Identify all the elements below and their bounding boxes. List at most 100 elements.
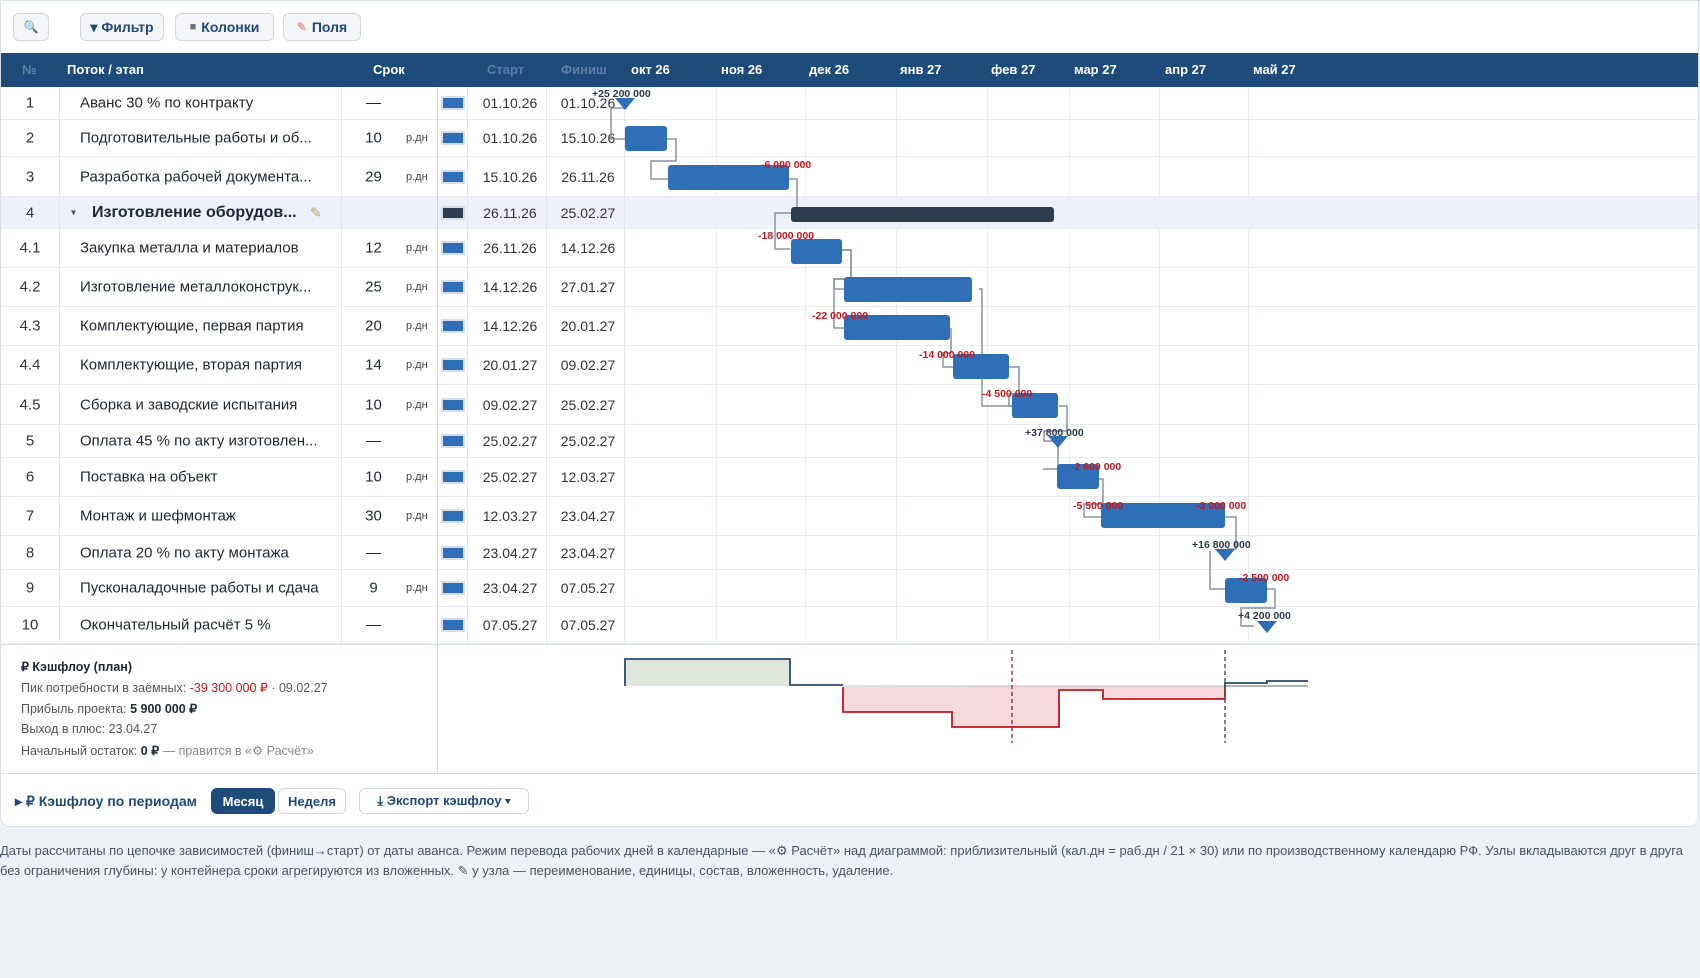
row-color-chip[interactable] — [441, 545, 465, 560]
peak-value: -39 300 000 ₽ — [189, 681, 268, 695]
grid-line — [1069, 87, 1070, 644]
fields-button[interactable]: ✎ Поля — [283, 13, 361, 41]
row-duration: 9 — [369, 579, 378, 597]
dependency-link — [1043, 443, 1059, 470]
row-color-chip[interactable] — [441, 205, 465, 220]
export-cashflow-button[interactable]: ⤓ Экспорт кэшфлоу ▾ — [359, 788, 529, 814]
table-row[interactable]: 4.1 Закупка металла и материалов 12 р.дн 26.… — [1, 229, 1698, 268]
amount-label: +4 200 000 — [1238, 610, 1291, 622]
table-row[interactable]: 8 Оплата 20 % по акту монтажа —23.04.27 23.… — [1, 536, 1698, 570]
table-row[interactable]: 4.3 Комплектующие, первая партия 20 р.дн 14.… — [1, 307, 1698, 346]
table-row[interactable]: 4.5 Сборка и заводские испытания 10 р.дн 09.… — [1, 385, 1698, 425]
grid-line — [341, 87, 342, 644]
table-row[interactable]: 1 Аванс 30 % по контракту —01.10.26 01.10.2… — [1, 87, 1698, 120]
week-button[interactable]: Неделя — [278, 788, 346, 814]
row-color-chip[interactable] — [441, 470, 465, 484]
table-row[interactable]: 4 ▾ Изготовление оборудов... ✎ 26.11.26 25.02… — [1, 197, 1698, 229]
task-bar[interactable] — [791, 239, 842, 264]
table-row[interactable]: 4.2 Изготовление металлоконструк... 25 р.дн… — [1, 268, 1698, 307]
row-unit: р.дн — [406, 359, 428, 371]
search-button[interactable]: 🔍 — [13, 13, 49, 41]
dependency-link — [610, 107, 626, 140]
row-number: 4.1 — [19, 239, 41, 257]
row-color-chip[interactable] — [441, 397, 465, 412]
row-duration: 12 — [365, 239, 382, 257]
row-duration: — — [366, 544, 381, 561]
row-color-chip[interactable] — [441, 131, 465, 145]
row-finish: 14.12.26 — [560, 240, 616, 256]
row-duration: 30 — [365, 507, 382, 525]
task-bar[interactable] — [668, 165, 789, 190]
dependency-link — [1209, 551, 1225, 590]
task-bar[interactable] — [1225, 578, 1267, 603]
row-duration: 25 — [365, 278, 382, 296]
row-color-chip[interactable] — [441, 319, 465, 333]
dependency-link — [942, 328, 953, 368]
month-button[interactable]: Месяц — [211, 788, 275, 814]
row-color-chip[interactable] — [441, 358, 465, 372]
table-row[interactable]: 5 Оплата 45 % по акту изготовлен... —25.02… — [1, 425, 1698, 458]
filter-button[interactable]: ▾ Фильтр — [80, 13, 164, 41]
row-color-chip[interactable] — [441, 509, 465, 523]
row-color-chip[interactable] — [441, 241, 465, 255]
collapse-caret-icon[interactable]: ▾ — [71, 207, 77, 218]
row-number: 4 — [25, 204, 35, 221]
cashflow-periods-toggle[interactable]: ▸ ₽ Кэшфлоу по периодам — [15, 793, 198, 809]
row-color-chip[interactable] — [441, 581, 465, 595]
task-bar[interactable] — [625, 126, 667, 151]
table-row[interactable]: 10 Окончательный расчёт 5 % —07.05.27 07.05… — [1, 607, 1698, 644]
amount-label: -4 500 000 — [982, 388, 1032, 400]
task-bar[interactable] — [953, 354, 1009, 379]
task-bar[interactable] — [1012, 393, 1058, 418]
grid-line — [896, 87, 897, 644]
dependency-link — [650, 138, 677, 180]
col-name[interactable]: Поток / этап — [67, 62, 144, 77]
table-header: № Поток / этап Срок Старт Финиш окт 26 н… — [1, 53, 1698, 87]
milestone-marker[interactable] — [615, 98, 635, 110]
columns-button[interactable]: ■ Колонки — [175, 13, 274, 41]
col-finish[interactable]: Финиш — [561, 62, 607, 77]
edit-pencil-icon[interactable]: ✎ — [310, 204, 322, 220]
dependency-link — [833, 249, 852, 329]
row-color-chip[interactable] — [441, 96, 465, 110]
month-nov26: ноя 26 — [721, 62, 763, 77]
table-row[interactable]: 9 Пусконаладочные работы и сдача 9 р.дн 23.0… — [1, 570, 1698, 607]
peak-date: · 09.02.27 — [267, 681, 328, 695]
row-number: 1 — [25, 94, 35, 112]
row-color-chip[interactable] — [441, 169, 465, 184]
milestone-marker[interactable] — [1257, 621, 1277, 633]
table-row[interactable]: 4.4 Комплектующие, вторая партия 14 р.дн 20.… — [1, 346, 1698, 385]
col-start[interactable]: Старт — [487, 62, 525, 77]
table-row[interactable]: 7 Монтаж и шефмонтаж 30 р.дн 12.03.27 23.04.2… — [1, 497, 1698, 536]
grid-line — [1159, 87, 1160, 644]
row-number: 4.5 — [19, 396, 41, 413]
row-number: 8 — [25, 544, 35, 561]
milestone-marker[interactable] — [1048, 436, 1068, 448]
task-bar[interactable] — [844, 315, 950, 340]
task-bar[interactable] — [1057, 464, 1099, 489]
row-finish: 23.04.27 — [560, 544, 616, 561]
row-color-chip[interactable] — [441, 280, 465, 294]
row-finish: 26.11.26 — [561, 168, 615, 185]
table-row[interactable]: 3 Разработка рабочей документа... 29 р.дн 15… — [1, 157, 1698, 197]
row-start: 14.12.26 — [482, 318, 538, 334]
group-bar[interactable] — [791, 207, 1054, 222]
col-duration[interactable]: Срок — [373, 62, 405, 77]
row-unit: р.дн — [406, 582, 428, 594]
balance-label: Начальный остаток: — [21, 744, 141, 758]
table-row[interactable]: 6 Поставка на объект 10 р.дн 25.02.27 12.03.2… — [1, 458, 1698, 497]
row-color-chip[interactable] — [441, 618, 465, 632]
milestone-marker[interactable] — [1215, 549, 1235, 561]
dependency-link — [979, 288, 1012, 407]
profit-label: Прибыль проекта: — [21, 702, 131, 716]
cashflow-breakeven: Выход в плюс: 23.04.27 — [21, 722, 158, 736]
task-bar[interactable] — [1101, 503, 1225, 528]
cashflow-section: ₽ Кэшфлоу (план) Пик потребности в заёмн… — [1, 644, 1698, 774]
table-row[interactable]: 2 Подготовительные работы и об... 10 р.дн 01… — [1, 120, 1698, 157]
amount-label: +37 800 000 — [1025, 427, 1084, 439]
search-icon: 🔍 — [23, 20, 39, 34]
row-start: 14.12.26 — [482, 279, 538, 295]
amount-label: -18 000 000 — [758, 230, 814, 242]
row-color-chip[interactable] — [441, 434, 465, 448]
task-bar[interactable] — [844, 277, 972, 302]
